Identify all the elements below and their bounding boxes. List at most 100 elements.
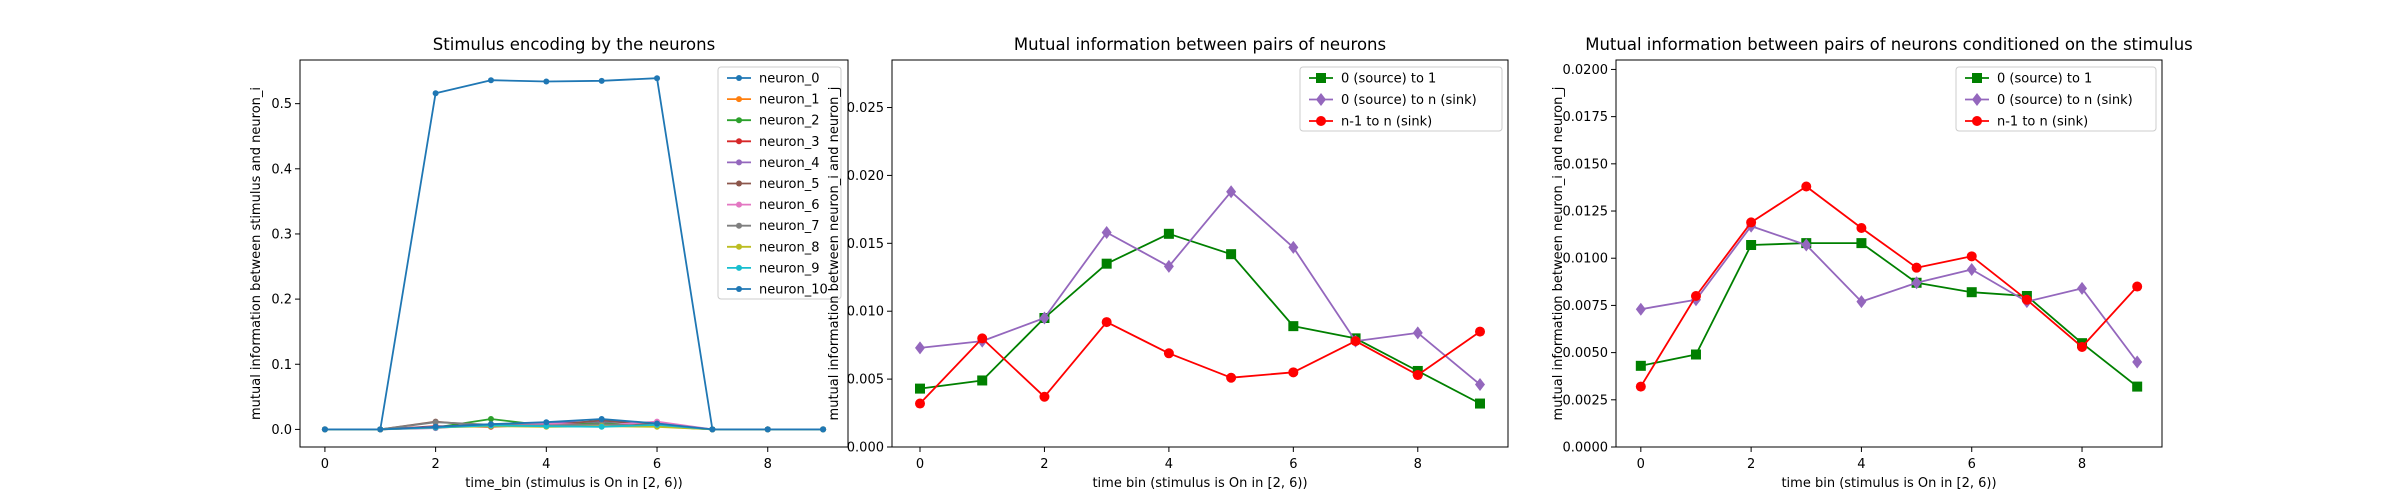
data-point-2-2-2 <box>1746 217 1757 228</box>
chart-title-0: Stimulus encoding by the neurons <box>433 35 715 54</box>
legend-label-0-3: neuron_3 <box>759 135 820 150</box>
x-axis-label-1: time bin (stimulus is On in [2, 6)) <box>1092 476 1307 491</box>
axes-frame-0 <box>299 59 849 448</box>
legend-label-0-0: neuron_0 <box>759 72 820 87</box>
y-tick-label-1-3: 0.015 <box>847 237 884 252</box>
data-point-2-2-4 <box>1856 223 1867 234</box>
data-point-0-0-6 <box>654 75 661 82</box>
data-point-2-0-4 <box>1856 238 1867 249</box>
y-tick-label-2-4: 0.0100 <box>1563 252 1609 267</box>
legend-marker-0-2 <box>736 117 742 124</box>
data-point-1-0-0 <box>915 383 925 394</box>
data-point-0-10-3 <box>487 421 494 428</box>
data-point-1-0-6 <box>1288 321 1299 332</box>
data-point-1-0-9 <box>1475 398 1485 409</box>
series-line-1-0 <box>919 232 1481 405</box>
data-point-1-1-8 <box>1412 326 1423 340</box>
y-tick-label-2-2: 0.0050 <box>1563 346 1609 361</box>
x-tick-label-0-2: 4 <box>542 457 550 472</box>
data-point-1-2-4 <box>1163 348 1174 359</box>
data-point-1-1-4 <box>1163 259 1174 273</box>
legend-box-2 <box>1955 66 2157 132</box>
legend-label-0-4: neuron_4 <box>759 156 820 171</box>
y-tick-label-0-5: 0.5 <box>271 97 292 112</box>
y-tick-label-2-1: 0.0025 <box>1563 393 1609 408</box>
series-line-2-0 <box>1640 242 2138 388</box>
legend-label-2-2: n-1 to n (sink) <box>1997 115 2088 130</box>
y-axis-label-0: mutual information between stimulus and … <box>249 87 264 420</box>
series-2-0 <box>1635 238 2143 392</box>
data-point-0-0-3 <box>487 77 494 84</box>
data-point-1-1-3 <box>1101 225 1112 239</box>
legend-label-1-0: 0 (source) to 1 <box>1341 72 1436 87</box>
data-point-2-0-6 <box>1966 287 1977 298</box>
series-2-1 <box>1635 219 2143 369</box>
series-1-0 <box>915 228 1485 409</box>
data-point-2-2-1 <box>1690 290 1701 301</box>
data-point-2-1-9 <box>2132 355 2143 369</box>
legend-marker-1-1 <box>1316 93 1326 106</box>
data-point-0-10-8 <box>764 426 771 433</box>
legend-label-0-1: neuron_1 <box>759 93 820 108</box>
y-tick-label-2-0: 0.0000 <box>1563 441 1609 456</box>
y-tick-label-1-1: 0.005 <box>847 373 884 388</box>
data-point-1-2-7 <box>1350 336 1361 347</box>
legend-marker-1-2 <box>1316 116 1326 126</box>
series-line-2-1 <box>1640 225 2138 363</box>
legend-label-1-1: 0 (source) to n (sink) <box>1341 93 1477 108</box>
data-point-0-7-2 <box>432 419 439 426</box>
data-point-1-0-1 <box>977 375 988 386</box>
y-tick-label-1-0: 0.000 <box>847 441 884 456</box>
x-tick-label-1-4: 8 <box>1414 457 1422 472</box>
chart-0: 0 2 4 6 8 0.0 0.1 0.2 0.3 0.4 0.5 Stimulus encoding… <box>249 35 849 491</box>
y-tick-label-0-1: 0.1 <box>271 358 292 373</box>
data-point-0-0-5 <box>598 77 605 84</box>
data-point-1-1-6 <box>1288 240 1299 254</box>
data-point-2-0-9 <box>2132 381 2143 392</box>
legend-marker-2-0 <box>1972 73 1982 83</box>
legend-label-0-2: neuron_2 <box>759 114 820 129</box>
legend-label-0-5: neuron_5 <box>759 177 820 192</box>
legend-marker-0-5 <box>736 180 742 187</box>
series-1-2 <box>915 317 1485 409</box>
legend-marker-0-8 <box>736 243 742 250</box>
y-axis-label-2: mutual information between neuron_i and … <box>1551 87 1566 421</box>
x-tick-label-2-0: 0 <box>1637 457 1645 472</box>
data-point-2-1-6 <box>1966 263 1977 277</box>
data-point-1-0-3 <box>1101 258 1112 269</box>
y-tick-label-1-4: 0.020 <box>847 169 884 184</box>
data-point-1-1-9 <box>1475 378 1485 392</box>
data-point-0-10-6 <box>654 420 661 427</box>
data-point-2-1-3 <box>1801 238 1812 252</box>
data-point-1-0-4 <box>1163 228 1174 239</box>
legend-marker-2-2 <box>1972 116 1982 126</box>
x-tick-label-2-3: 6 <box>1968 457 1976 472</box>
legend-marker-0-7 <box>736 222 742 229</box>
data-point-2-2-9 <box>2132 281 2143 292</box>
legend-label-2-0: 0 (source) to 1 <box>1997 72 2092 87</box>
data-point-2-2-0 <box>1635 381 1646 392</box>
x-tick-label-2-4: 8 <box>2078 457 2086 472</box>
data-point-2-2-5 <box>1911 262 1922 273</box>
y-tick-label-0-2: 0.2 <box>271 293 292 308</box>
data-point-2-1-4 <box>1856 295 1867 309</box>
x-axis-label-2: time bin (stimulus is On in [2, 6)) <box>1781 476 1996 491</box>
axes-frame-1 <box>891 59 1509 448</box>
data-point-1-2-8 <box>1412 370 1423 381</box>
legend-label-2-1: 0 (source) to n (sink) <box>1997 93 2133 108</box>
y-tick-label-0-3: 0.3 <box>271 227 292 242</box>
data-point-1-2-0 <box>915 398 925 409</box>
series-line-1-2 <box>919 321 1481 405</box>
data-point-0-10-0 <box>321 426 328 433</box>
series-1-1 <box>915 185 1485 392</box>
legend-box-0 <box>717 66 842 300</box>
legend-marker-0-10 <box>736 286 742 292</box>
data-point-0-2-3 <box>487 415 494 422</box>
data-point-0-10-4 <box>543 419 550 426</box>
data-point-1-0-5 <box>1226 249 1237 260</box>
data-point-2-0-2 <box>1746 240 1757 251</box>
data-point-0-0-2 <box>432 90 439 97</box>
y-tick-label-2-7: 0.0175 <box>1563 110 1609 125</box>
legend-label-0-9: neuron_9 <box>759 261 820 276</box>
